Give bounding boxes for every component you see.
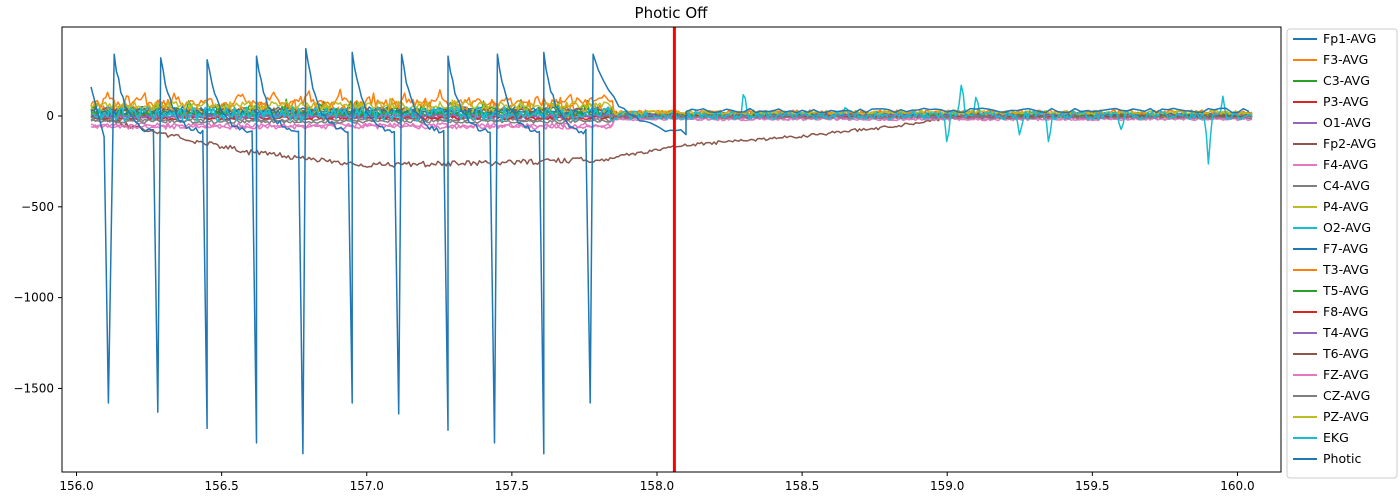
legend-label: EKG [1323,430,1349,445]
x-tick-label: 159.0 [930,479,964,493]
legend-label: P4-AVG [1323,199,1369,214]
legend-label: F7-AVG [1323,241,1368,256]
plot-frame [61,26,1282,473]
legend-label: T5-AVG [1322,283,1369,298]
legend-label: P3-AVG [1323,94,1369,109]
y-tick-label: −1500 [13,381,54,395]
legend-label: F8-AVG [1323,304,1368,319]
legend-label: PZ-AVG [1323,409,1369,424]
y-tick-label: 0 [46,109,54,123]
y-axis: 0 −500 −1000 −1500 [13,109,62,395]
legend-label: F3-AVG [1323,52,1368,67]
legend: Fp1-AVG F3-AVG C3-AVG P3-AVG O1-AVG Fp2-AVG F4… [1286,28,1398,479]
series-layer [90,48,1253,455]
legend-label: O1-AVG [1323,115,1371,130]
chart-title: Photic Off [635,4,709,22]
legend-label: Fp1-AVG [1323,31,1376,46]
x-tick-label: 160.0 [1220,479,1254,493]
series-line-pz-avg [90,100,1253,116]
x-tick-label: 156.0 [59,479,93,493]
x-tick-label: 157.0 [350,479,384,493]
legend-label: C3-AVG [1323,73,1370,88]
series-line-photic [90,48,1250,455]
x-tick-label: 159.5 [1075,479,1109,493]
legend-label: Fp2-AVG [1323,136,1376,151]
y-tick-label: −1000 [13,291,54,305]
legend-label: FZ-AVG [1323,367,1369,382]
legend-label: Photic [1323,451,1361,466]
x-tick-label: 156.5 [204,479,238,493]
legend-label: T3-AVG [1322,262,1369,277]
legend-label: CZ-AVG [1323,388,1370,403]
legend-label: O2-AVG [1323,220,1371,235]
x-tick-label: 158.0 [640,479,674,493]
legend-label: T6-AVG [1322,346,1369,361]
legend-label: C4-AVG [1323,178,1370,193]
x-axis: 156.0 156.5 157.0 157.5 158.0 158.5 159.0 159.5… [59,472,1255,493]
y-tick-label: −500 [21,200,54,214]
legend-label: F4-AVG [1323,157,1368,172]
x-tick-label: 158.5 [785,479,819,493]
legend-frame [1286,28,1398,479]
series-line-ekg [90,84,1253,165]
legend-label: T4-AVG [1322,325,1369,340]
x-tick-label: 157.5 [495,479,529,493]
